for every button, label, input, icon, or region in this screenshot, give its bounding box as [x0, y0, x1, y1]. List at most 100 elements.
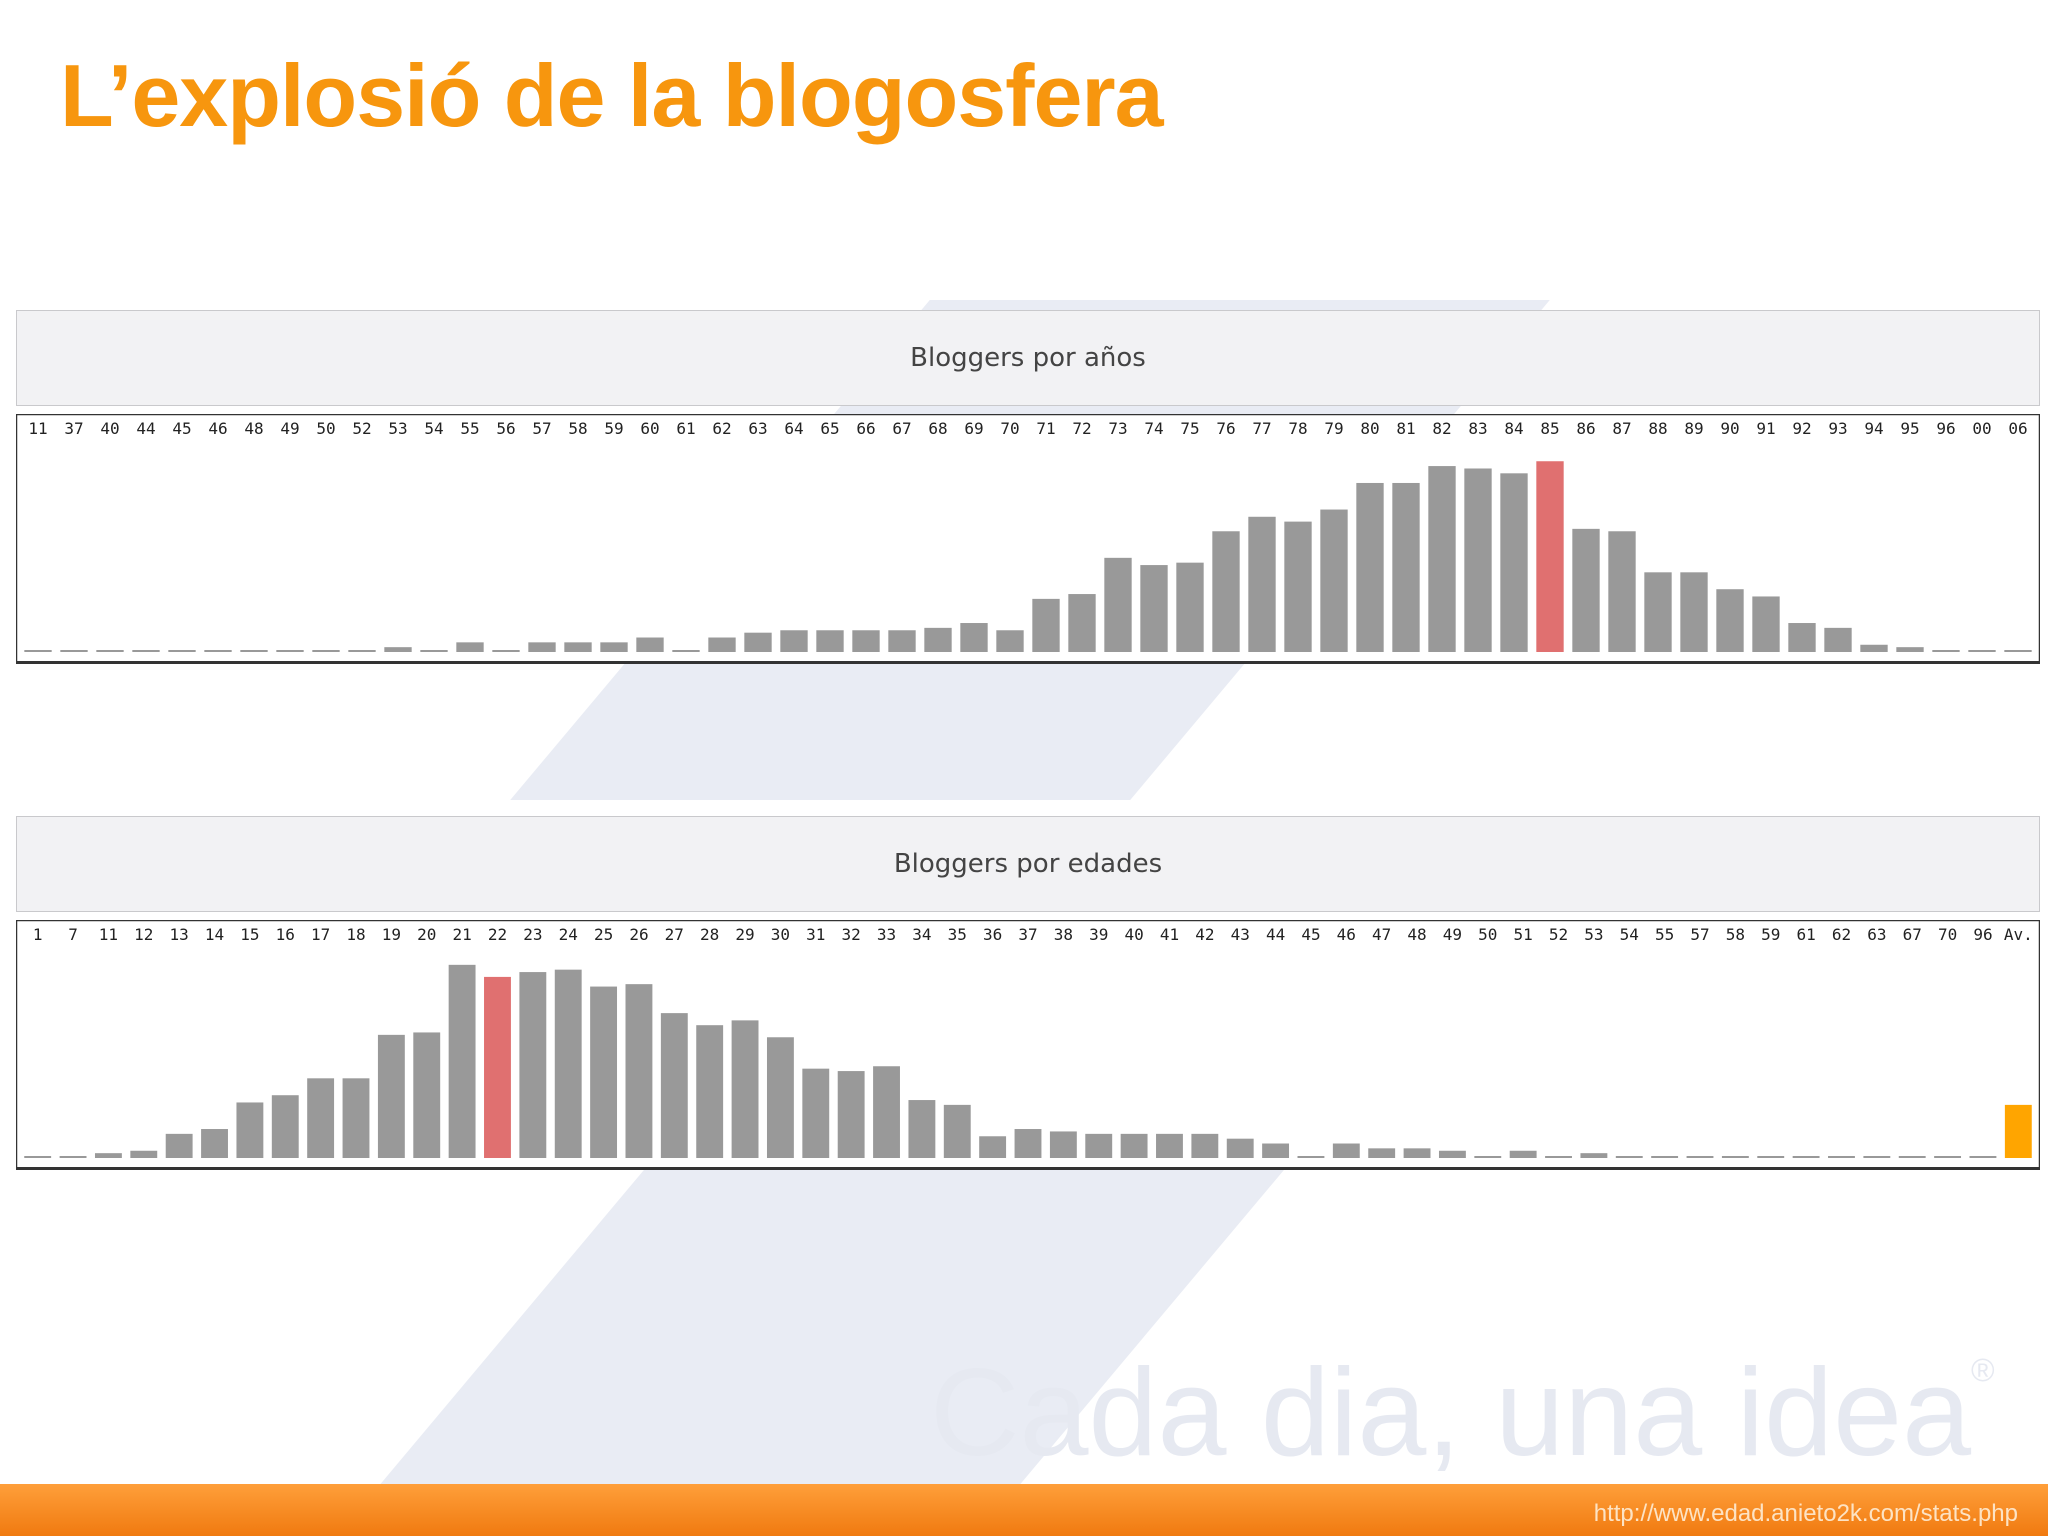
- bar: [1536, 461, 1564, 652]
- bar: [456, 642, 484, 652]
- x-tick-label: 46: [1337, 925, 1356, 944]
- x-tick-label: 44: [1266, 925, 1285, 944]
- bar: [271, 1095, 299, 1158]
- x-tick-label: 24: [559, 925, 578, 944]
- bar: [873, 1066, 900, 1158]
- x-tick-label: 67: [892, 419, 911, 438]
- x-tick-label: 30: [771, 925, 790, 944]
- x-tick-label: 39: [1089, 925, 1108, 944]
- x-tick-label: 90: [1720, 419, 1739, 438]
- x-tick-label: 1: [33, 925, 43, 944]
- x-tick-label: 14: [205, 925, 224, 944]
- x-tick-label: 41: [1160, 925, 1179, 944]
- bar: [2004, 1104, 2032, 1158]
- x-tick-label: 22: [488, 925, 507, 944]
- bar: [837, 1071, 865, 1158]
- bar: [1896, 647, 1924, 652]
- bar: [1752, 596, 1780, 652]
- x-tick-label: 49: [280, 419, 299, 438]
- bar: [1615, 1156, 1643, 1158]
- x-tick-label: 13: [170, 925, 189, 944]
- x-tick-label: 65: [820, 419, 839, 438]
- x-tick-label: 89: [1684, 419, 1703, 438]
- bar: [1721, 1156, 1749, 1158]
- x-tick-label: 86: [1576, 419, 1595, 438]
- x-tick-label: 34: [912, 925, 931, 944]
- x-tick-label: 94: [1864, 419, 1883, 438]
- x-tick-label: 18: [346, 925, 365, 944]
- bar: [342, 1078, 370, 1158]
- bar: [996, 630, 1024, 652]
- slide-title: L’explosió de la blogosfera: [60, 46, 1164, 145]
- bar: [60, 650, 88, 652]
- bar: [924, 627, 952, 652]
- x-tick-label: 28: [700, 925, 719, 944]
- bar: [312, 650, 340, 652]
- x-tick-label: 61: [1796, 925, 1815, 944]
- x-tick-label: 27: [665, 925, 684, 944]
- bar: [1608, 531, 1636, 652]
- x-tick-label: 63: [748, 419, 767, 438]
- x-tick-label: 37: [1018, 925, 1037, 944]
- x-tick-label: 12: [134, 925, 153, 944]
- bar: [1860, 644, 1888, 652]
- x-tick-label: 52: [1549, 925, 1568, 944]
- x-tick-label: 19: [382, 925, 401, 944]
- x-tick-label: 87: [1612, 419, 1631, 438]
- bar: [1932, 650, 1960, 652]
- x-tick-label: 61: [676, 419, 695, 438]
- bar: [519, 972, 547, 1158]
- x-tick-label: 91: [1756, 419, 1775, 438]
- x-tick-label: 47: [1372, 925, 1391, 944]
- x-tick-label: 57: [1690, 925, 1709, 944]
- x-tick-label: 11: [99, 925, 118, 944]
- x-tick-label: 15: [240, 925, 259, 944]
- x-tick-label: 44: [136, 419, 155, 438]
- x-tick-label: 72: [1072, 419, 1091, 438]
- x-tick-label: 67: [1903, 925, 1922, 944]
- bar: [1438, 1150, 1466, 1158]
- bar: [1356, 482, 1384, 652]
- bar: [943, 1104, 971, 1158]
- bar: [240, 650, 268, 652]
- x-tick-label: 50: [1478, 925, 1497, 944]
- x-tick-label: 26: [629, 925, 648, 944]
- bar: [2004, 650, 2032, 652]
- bar: [1284, 521, 1312, 652]
- x-tick-label: 06: [2008, 419, 2027, 438]
- x-tick-label: 42: [1195, 925, 1214, 944]
- bar: [1140, 565, 1168, 652]
- bar: [1572, 528, 1600, 652]
- x-tick-label: 00: [1972, 419, 1991, 438]
- bar: [348, 650, 376, 652]
- x-tick-label: 81: [1396, 419, 1415, 438]
- x-tick-label: 96: [1936, 419, 1955, 438]
- x-tick-label: 60: [640, 419, 659, 438]
- chart-title: Bloggers por años: [16, 310, 2040, 406]
- x-tick-label: 45: [1301, 925, 1320, 944]
- x-tick-label: 51: [1514, 925, 1533, 944]
- bar: [1757, 1156, 1785, 1158]
- bar: [766, 1037, 794, 1158]
- x-tick-label: 46: [208, 419, 227, 438]
- x-tick-label: 37: [64, 419, 83, 438]
- x-tick-label: 53: [1584, 925, 1603, 944]
- x-tick-label: 66: [856, 419, 875, 438]
- bar: [24, 1156, 52, 1158]
- x-tick-label: 75: [1180, 419, 1199, 438]
- x-tick-label: 25: [594, 925, 613, 944]
- x-tick-label: 7: [68, 925, 78, 944]
- bar: [802, 1068, 830, 1158]
- bar: [1085, 1133, 1113, 1158]
- x-tick-label: 64: [784, 419, 803, 438]
- x-tick-label: 96: [1973, 925, 1992, 944]
- bar: [1368, 1148, 1396, 1158]
- footer-bar: [0, 1484, 2048, 1536]
- x-tick-label: 56: [496, 419, 515, 438]
- x-tick-label: 38: [1054, 925, 1073, 944]
- bar: [1968, 650, 1996, 652]
- bar: [852, 630, 880, 652]
- bar: [377, 1034, 405, 1158]
- bar: [590, 986, 618, 1158]
- x-tick-label: 83: [1468, 419, 1487, 438]
